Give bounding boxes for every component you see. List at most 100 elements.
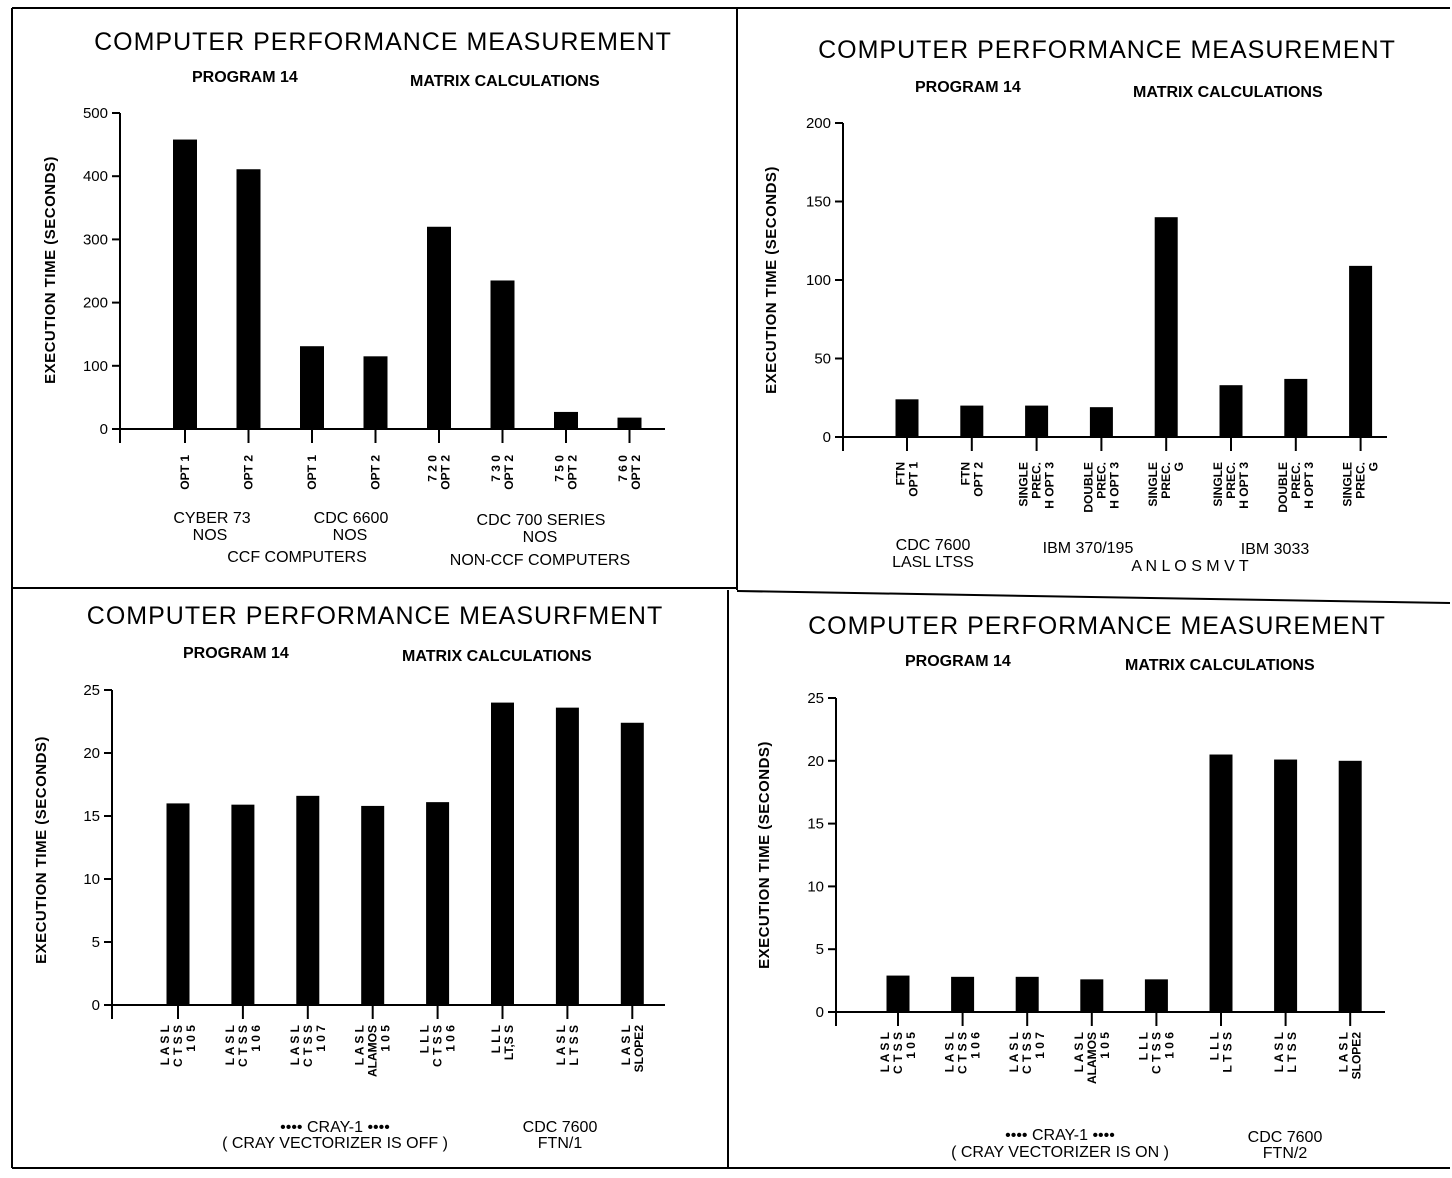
- chart-3-x-tick-label-line: L L L: [418, 1025, 432, 1053]
- chart-2-x-tick-label-line: G: [1172, 462, 1186, 471]
- chart-1-x-tick-label-line: 7 3 0: [489, 455, 503, 482]
- chart-3-group-label-cray1: •••• CRAY-1 ••••: [280, 1119, 390, 1136]
- chart-4-x-tick-label-line: ALAMOS: [1085, 1032, 1099, 1084]
- chart-1-bar: [490, 280, 515, 429]
- chart-2-bar: [1219, 385, 1243, 437]
- chart-4-x-tick-label-line: C T S S: [956, 1032, 970, 1074]
- chart-2-y-tick-label: 100: [806, 272, 831, 289]
- chart-4-bar: [1209, 754, 1233, 1012]
- chart-1-group-label-cdc6600: CDC 6600: [314, 510, 389, 527]
- chart-3-y-tick-label: 20: [83, 745, 100, 762]
- chart-1-x-tick-label: OPT 2: [369, 455, 383, 490]
- chart-1-x-tick-label: 7 2 0 OPT 2: [426, 455, 453, 490]
- chart-2-x-tick-label-line: PREC.: [1224, 462, 1238, 499]
- chart-2-group-label-ibm3033: IBM 3033: [1241, 541, 1310, 558]
- chart-2-x-tick-label-line: DOUBLE: [1081, 462, 1095, 513]
- chart-2-x-tick-label: SINGLE PREC. G: [1146, 462, 1186, 507]
- chart-2-group-label-ibm370: IBM 370/195: [1043, 540, 1134, 557]
- chart-1-group-label-ccf: CCF COMPUTERS: [227, 549, 367, 566]
- chart-4-x-tick-label-line: 1 0 5: [904, 1032, 918, 1059]
- chart-1-x-tick-label-line: OPT 2: [629, 455, 643, 490]
- chart-4-bar: [951, 976, 975, 1012]
- chart-4-bars: [886, 754, 1362, 1012]
- chart-3-y-axis-label: EXECUTION TIME (SECONDS): [33, 736, 50, 964]
- chart-2-x-tick-label-line: PREC.: [1030, 462, 1044, 499]
- chart-4-group-label-vectorizer-on: ( CRAY VECTORIZER IS ON ): [951, 1144, 1169, 1161]
- chart-1-x-tick-label-line: OPT 1: [178, 455, 192, 490]
- chart-4-group-label-cray1: •••• CRAY-1 ••••: [1005, 1127, 1115, 1144]
- chart-1-x-tick-label: OPT 1: [305, 455, 319, 490]
- chart-3-x-tick-label-line: 1 0 6: [444, 1025, 458, 1052]
- chart-1-x-tick-label-line: OPT 1: [305, 455, 319, 490]
- chart-3-bar: [426, 802, 450, 1005]
- chart-4-x-tick-label-line: L A S L: [1072, 1032, 1086, 1072]
- chart-3-x-tick-label-line: L L L: [489, 1025, 503, 1053]
- chart-3-bars: [166, 702, 644, 1005]
- chart-4-x-tick-label-line: L A S L: [1007, 1032, 1021, 1072]
- chart-1-group-label-cyber73: CYBER 73: [173, 510, 250, 527]
- chart-3-x-tick-label: L A S L ALAMOS 1 0 5: [353, 1025, 393, 1077]
- chart-4-y-tick-label: 5: [816, 941, 824, 958]
- chart-4-bar: [1015, 976, 1039, 1012]
- chart-1-y-tick-label: 500: [83, 105, 108, 122]
- chart-4-x-tick-label-line: L T S S: [1221, 1032, 1235, 1072]
- chart-2-y-axis-label: EXECUTION TIME (SECONDS): [763, 166, 780, 394]
- chart-3-x-tick-label-line: 1 0 6: [249, 1025, 263, 1052]
- chart-3-x-tick-label-line: C T S S: [171, 1025, 185, 1067]
- chart-4-y-tick-label: 10: [807, 878, 824, 895]
- chart-4-x-tick-label-line: L L L: [1208, 1032, 1222, 1060]
- chart-1-group-label-non-ccf: NON-CCF COMPUTERS: [450, 552, 630, 569]
- chart-1-bar: [617, 417, 642, 429]
- chart-4-x-tick-label-line: SLOPE2: [1350, 1032, 1364, 1080]
- chart-1-y-tick-label: 0: [100, 421, 108, 438]
- chart-2-bar: [1089, 407, 1113, 437]
- chart-3-group-label-cdc7600: CDC 7600: [523, 1119, 598, 1136]
- chart-2-x-tick-label-line: PREC.: [1289, 462, 1303, 499]
- chart-1-program: PROGRAM 14: [192, 69, 298, 86]
- chart-3-y-tick-label: 0: [92, 997, 100, 1014]
- chart-1-title: COMPUTER PERFORMANCE MEASUREMENT: [94, 28, 672, 56]
- chart-3-bar: [296, 795, 320, 1005]
- chart-1-group-label-cyber73-os: NOS: [193, 527, 228, 544]
- chart-1-x-tick-label-line: OPT 2: [242, 455, 256, 490]
- chart-2-program: PROGRAM 14: [915, 79, 1021, 96]
- chart-2-y-tick-label: 150: [806, 194, 831, 211]
- chart-3-bar: [620, 722, 644, 1005]
- chart-2-x-tick-label-line: SINGLE: [1146, 462, 1160, 507]
- chart-1-bar: [236, 169, 261, 430]
- chart-2-x-tick-label-line: SINGLE: [1341, 462, 1355, 507]
- chart-1-bar: [300, 346, 324, 429]
- chart-2-bar: [1284, 378, 1308, 437]
- chart-4-y-tick-label: 15: [807, 816, 824, 833]
- chart-2-x-labels: FTN OPT 1 FTN OPT 2 SINGLE PREC. H OPT 3 DOUBLE…: [894, 462, 1381, 513]
- chart-4-bar: [886, 975, 910, 1012]
- chart-3-group-label-ftn1: FTN/1: [538, 1135, 583, 1152]
- chart-1-y-tick-label: 400: [83, 168, 108, 185]
- chart-4-x-tick-label-line: C T S S: [891, 1032, 905, 1074]
- chart-2-bar: [1154, 217, 1178, 437]
- chart-1-group-label-cdc700: CDC 700 SERIES: [477, 512, 606, 529]
- chart-4-y-tick-label: 20: [807, 753, 824, 770]
- chart-4-bar: [1080, 979, 1104, 1012]
- chart-1-bar: [427, 226, 451, 429]
- chart-2-x-tick-label-line: H OPT 3: [1043, 462, 1057, 509]
- chart-2-x-tick-label-line: FTN: [894, 462, 908, 485]
- chart-4-x-tick-label: L A S L ALAMOS 1 0 5: [1072, 1032, 1112, 1084]
- chart-1-x-tick-label: 7 6 0 OPT 2: [616, 455, 643, 490]
- chart-3-y-tick-label: 15: [83, 808, 100, 825]
- chart-3-bar: [491, 702, 514, 1005]
- chart-1-y-tick-label: 200: [83, 295, 108, 312]
- chart-4-group-label-cdc7600: CDC 7600: [1248, 1129, 1323, 1146]
- chart-2-y-tick-label: 50: [814, 351, 831, 368]
- chart-2-group-label-lasl-ltss: LASL LTSS: [892, 554, 974, 571]
- chart-3-y-tick-label: 10: [83, 871, 100, 888]
- chart-3-bar: [361, 805, 385, 1005]
- chart-1-y-tick-label: 100: [83, 358, 108, 375]
- chart-2-x-tick-label-line: H OPT 3: [1107, 462, 1121, 509]
